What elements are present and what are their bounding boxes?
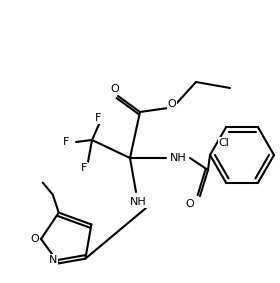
Text: F: F: [63, 137, 69, 147]
Text: O: O: [111, 84, 119, 94]
Text: Cl: Cl: [219, 138, 229, 148]
Text: F: F: [81, 163, 87, 173]
Text: NH: NH: [130, 197, 146, 207]
Text: N: N: [48, 255, 57, 265]
Text: O: O: [31, 234, 39, 244]
Text: O: O: [168, 99, 176, 109]
Text: F: F: [95, 113, 101, 123]
Text: O: O: [186, 199, 194, 209]
Text: NH: NH: [170, 153, 186, 163]
